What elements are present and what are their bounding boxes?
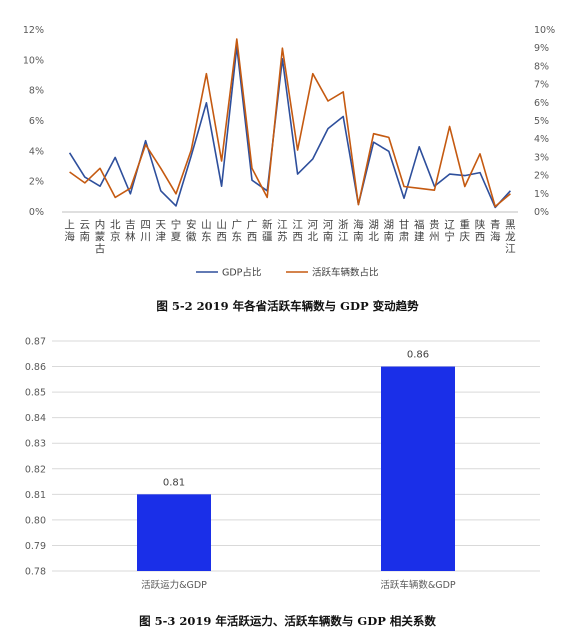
legend-active-vehicle-label: 活跃车辆数占比 (312, 267, 379, 279)
x-category-label: 青海 (490, 218, 501, 243)
bar-value-label: 0.86 (407, 350, 429, 361)
x-category-label: 广西 (247, 219, 258, 243)
y-tick-label: 0.78 (25, 567, 46, 578)
right-y-tick-label: 10% (534, 25, 555, 36)
right-y-tick-label: 2% (534, 171, 549, 182)
x-category-label: 辽宁 (444, 219, 455, 243)
y-tick-label: 0.87 (25, 337, 46, 348)
gdp-share-series-line (68, 45, 511, 209)
y-tick-label: 0.79 (25, 541, 46, 552)
x-category-label: 福建 (414, 218, 425, 243)
x-category-label: 北京 (110, 219, 121, 243)
x-category-label: 吉林 (125, 219, 136, 243)
right-y-tick-label: 9% (534, 43, 549, 54)
x-category-label: 天津 (156, 219, 167, 243)
y-tick-label: 0.82 (25, 464, 46, 475)
x-category-label: 重庆 (460, 218, 471, 243)
line-chart: 0% 2% 4% 6% 8% 10% 12% 0% 1% 2% 3% 4% 5% 6% 7% 8% 9% 10% 上… (23, 25, 555, 279)
x-category-label: 海南 (353, 218, 364, 243)
x-category-label: 陕西 (475, 218, 486, 243)
x-category-label: 活跃车辆数&GDP (380, 579, 456, 591)
right-y-tick-label: 1% (534, 189, 549, 200)
x-category-label: 内蒙古 (95, 218, 106, 255)
right-y-tick-label: 5% (534, 116, 549, 127)
x-category-label: 黑龙江 (505, 219, 516, 255)
right-y-tick-label: 0% (534, 207, 549, 218)
y-tick-label: 0.81 (25, 490, 46, 501)
x-category-label: 湖南 (384, 219, 395, 243)
x-category-label: 云南 (80, 219, 91, 243)
right-y-tick-label: 7% (534, 80, 549, 91)
bar-value-label: 0.81 (163, 477, 185, 488)
x-category-label: 浙江 (338, 219, 349, 243)
chart1-caption: 图 5-2 2019 年各省活跃车辆数与 GDP 变动趋势 (156, 299, 419, 313)
right-y-tick-label: 4% (534, 134, 549, 145)
x-category-label: 活跃运力&GDP (141, 579, 207, 591)
right-y-tick-label: 6% (534, 98, 549, 109)
x-category-label: 山东 (201, 219, 212, 243)
x-category-label: 河北 (308, 219, 319, 243)
x-category-label: 山西 (216, 219, 227, 243)
left-y-tick-label: 4% (29, 146, 44, 157)
bar-active-vehicles-gdp (381, 366, 455, 571)
right-y-tick-label: 8% (534, 61, 549, 72)
x-category-label: 江苏 (277, 219, 288, 243)
x-category-label: 甘肃 (399, 218, 410, 243)
bar-chart: 0.78 0.79 0.80 0.81 0.82 0.83 0.84 0.85 0.86 0.87… (25, 337, 540, 591)
left-y-tick-label: 0% (29, 207, 44, 218)
y-tick-label: 0.83 (25, 439, 46, 450)
left-y-tick-label: 8% (29, 86, 44, 97)
x-category-label: 江西 (292, 219, 303, 243)
x-category-label: 宁夏 (171, 218, 182, 243)
left-y-tick-label: 12% (23, 25, 44, 36)
x-category-label: 河南 (323, 219, 334, 243)
x-category-label: 上海 (64, 219, 75, 243)
chart2-caption: 图 5-3 2019 年活跃运力、活跃车辆数与 GDP 相关系数 (139, 614, 436, 628)
y-tick-label: 0.85 (25, 388, 46, 399)
x-category-label: 贵州 (429, 218, 440, 243)
left-y-tick-label: 10% (23, 55, 44, 66)
x-category-label: 广东 (232, 219, 243, 243)
x-category-label: 湖北 (368, 219, 379, 243)
active-vehicle-share-series-line (69, 38, 511, 208)
legend-gdp-label: GDP占比 (222, 267, 261, 279)
right-y-tick-label: 3% (534, 152, 549, 163)
x-category-label: 安徽 (186, 218, 197, 243)
y-tick-label: 0.84 (25, 413, 46, 424)
y-tick-label: 0.80 (25, 515, 46, 526)
x-category-label: 新疆 (262, 218, 273, 243)
y-tick-label: 0.86 (25, 362, 46, 373)
bar-active-capacity-gdp (137, 494, 211, 571)
x-category-label: 四川 (140, 219, 151, 243)
left-y-tick-label: 6% (29, 116, 44, 127)
left-y-tick-label: 2% (29, 177, 44, 188)
